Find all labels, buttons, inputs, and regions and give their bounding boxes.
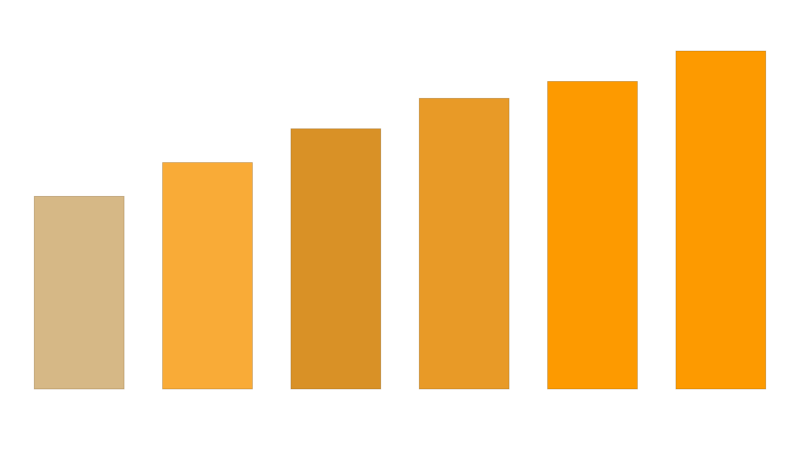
bar [290,128,382,390]
bar [675,50,767,390]
bar [33,195,125,390]
bar [547,81,638,390]
bar [162,162,253,390]
bar [418,97,510,390]
